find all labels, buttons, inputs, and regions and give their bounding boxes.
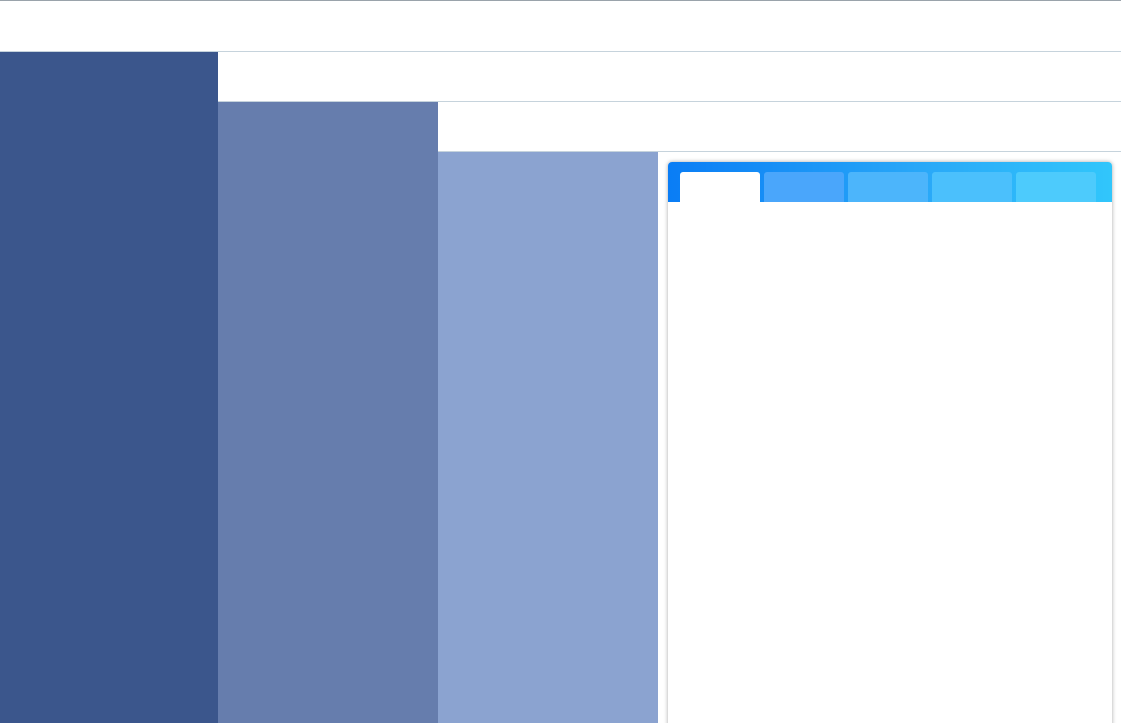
tab-3[interactable] xyxy=(848,172,928,202)
nav-pane-level-3[interactable] xyxy=(438,152,658,723)
tab-strip xyxy=(668,162,1112,202)
tabbed-panel xyxy=(668,162,1112,723)
tab-4[interactable] xyxy=(932,172,1012,202)
nav-pane-level-1[interactable] xyxy=(0,52,218,723)
tab-content-area xyxy=(668,202,1112,723)
top-divider xyxy=(0,0,1121,1)
tab-1[interactable] xyxy=(680,172,760,202)
tab-2[interactable] xyxy=(764,172,844,202)
nav-pane-level-2[interactable] xyxy=(218,102,438,723)
tab-5[interactable] xyxy=(1016,172,1096,202)
